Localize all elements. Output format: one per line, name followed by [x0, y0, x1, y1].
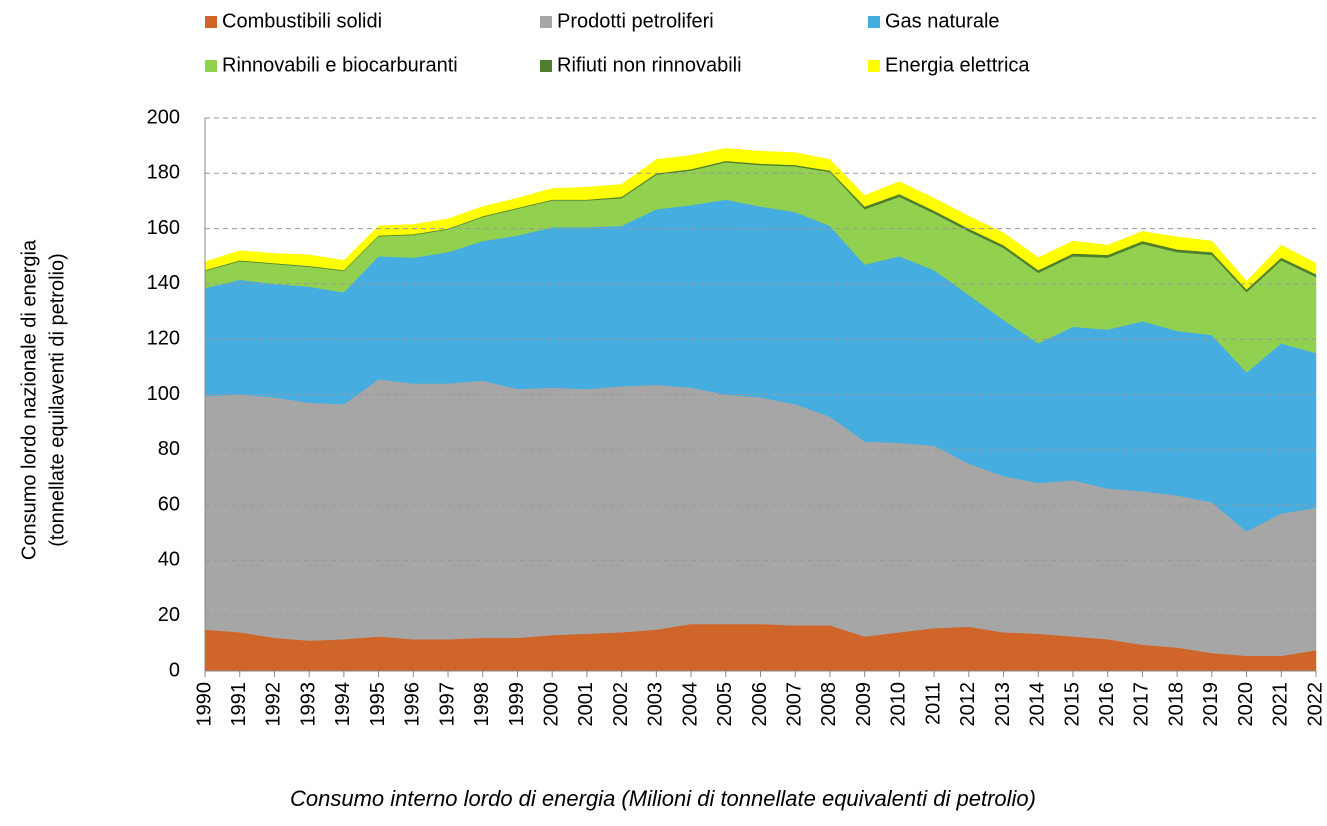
- x-tick-label: 2004: [679, 682, 701, 727]
- x-tick-label: 2005: [714, 682, 736, 727]
- x-tick-label: 2002: [610, 682, 632, 727]
- legend-label: Prodotti petroliferi: [557, 10, 714, 32]
- x-tick-label: 1999: [506, 682, 528, 727]
- x-tick-label: 2006: [749, 682, 771, 727]
- x-tick-label: 2019: [1200, 682, 1222, 727]
- y-tick-label: 0: [169, 659, 180, 681]
- x-tick-label: 2011: [922, 682, 944, 725]
- legend-swatch: [540, 16, 552, 28]
- legend-swatch: [205, 60, 217, 72]
- x-tick-label: 2013: [992, 682, 1014, 727]
- x-tick-label: 2009: [853, 682, 875, 727]
- x-tick-label: 2007: [784, 682, 806, 727]
- y-tick-label: 200: [147, 106, 180, 128]
- x-tick-label: 1996: [402, 682, 424, 727]
- chart-caption: Consumo interno lordo di energia (Milion…: [290, 786, 1036, 811]
- x-tick-label: 1997: [436, 682, 458, 727]
- legend-label: Rifiuti non rinnovabili: [557, 54, 742, 76]
- legend-swatch: [868, 16, 880, 28]
- legend-swatch: [205, 16, 217, 28]
- legend-label: Combustibili solidi: [222, 10, 382, 32]
- y-tick-label: 80: [158, 438, 180, 460]
- x-tick-label: 2000: [540, 682, 562, 727]
- x-tick-label: 2017: [1131, 682, 1153, 727]
- x-tick-label: 1993: [297, 682, 319, 727]
- y-tick-label: 60: [158, 493, 180, 515]
- legend-label: Rinnovabili e biocarburanti: [222, 54, 458, 76]
- x-tick-label: 2021: [1270, 682, 1292, 727]
- y-axis-title: Consumo lordo nazionale di energia: [18, 239, 40, 560]
- legend-label: Energia elettrica: [885, 54, 1030, 76]
- x-tick-label: 1998: [471, 682, 493, 727]
- y-tick-label: 40: [158, 549, 180, 571]
- x-tick-label: 1994: [332, 682, 354, 727]
- x-tick-label: 2018: [1165, 682, 1187, 727]
- legend-label: Gas naturale: [885, 10, 1000, 32]
- x-tick-label: 1991: [228, 682, 250, 727]
- x-tick-label: 1995: [367, 682, 389, 727]
- x-tick-label: 2003: [645, 682, 667, 727]
- legend-swatch: [540, 60, 552, 72]
- x-tick-label: 2010: [888, 682, 910, 727]
- y-tick-label: 140: [147, 272, 180, 294]
- x-tick-label: 2016: [1096, 682, 1118, 727]
- y-tick-label: 100: [147, 383, 180, 405]
- legend-swatch: [868, 60, 880, 72]
- x-tick-label: 1990: [193, 682, 215, 727]
- x-tick-label: 2008: [818, 682, 840, 727]
- area: [204, 148, 1317, 290]
- y-tick-label: 180: [147, 162, 180, 184]
- x-tick-label: 2015: [1061, 682, 1083, 727]
- y-tick-label: 20: [158, 604, 180, 626]
- y-tick-label: 120: [147, 327, 180, 349]
- y-axis-title: (tonnellate equilaventi di petrolio): [46, 253, 68, 547]
- x-tick-label: 2001: [575, 682, 597, 727]
- x-tick-label: 2022: [1304, 682, 1326, 727]
- x-tick-label: 2012: [957, 682, 979, 727]
- x-tick-label: 1992: [263, 682, 285, 727]
- y-tick-label: 160: [147, 217, 180, 239]
- x-tick-label: 2020: [1235, 682, 1257, 727]
- x-tick-label: 2014: [1027, 682, 1049, 727]
